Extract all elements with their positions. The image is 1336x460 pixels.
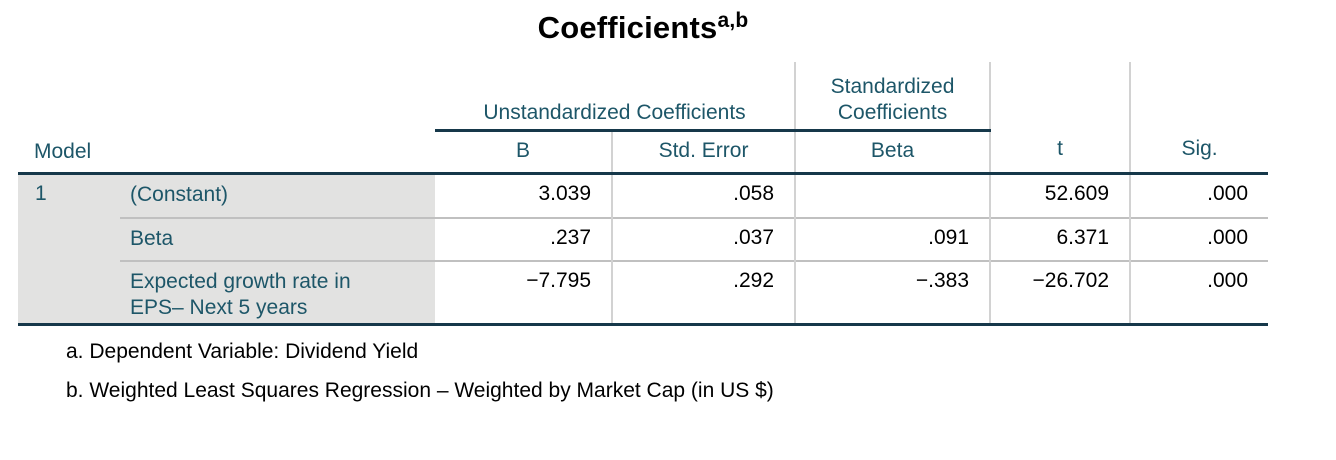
coefficients-table: Model Unstandardized Coefficients Standa… — [18, 62, 1269, 326]
footnote-b: b. Weighted Least Squares Regression – W… — [66, 378, 774, 402]
cell-std-error: .037 — [612, 217, 797, 261]
cell-sig: .000 — [1130, 260, 1269, 326]
cell-b: .237 — [435, 217, 614, 261]
cell-t: 52.609 — [990, 173, 1132, 218]
cell-sig: .000 — [1130, 217, 1269, 261]
table-row-expected-growth: Expected growth rate in EPS– Next 5 year… — [18, 260, 1269, 326]
cell-std-error: .292 — [612, 260, 797, 326]
table-title-footnote-marks: a,b — [717, 9, 749, 32]
predictor-label-text: Beta — [130, 227, 174, 250]
cell-predictor-label: Expected growth rate in EPS– Next 5 year… — [120, 260, 436, 326]
column-header-beta: Beta — [795, 130, 992, 175]
cell-beta: .091 — [795, 217, 992, 261]
table-row-beta: Beta .237 .037 .091 6.371 .000 — [18, 217, 1269, 261]
cell-beta — [795, 173, 992, 218]
cell-model-number: 1 — [18, 173, 120, 326]
column-header-sig: Sig. — [1130, 62, 1269, 175]
header-row-sub: B Std. Error Beta — [18, 130, 1268, 175]
column-header-std-error: Std. Error — [612, 130, 797, 175]
table-title: Coefficientsa,b — [18, 0, 1268, 62]
header-row-spanning: Model Unstandardized Coefficients Standa… — [18, 62, 1269, 175]
cell-beta: −.383 — [795, 260, 992, 326]
cell-predictor-label: Beta — [120, 217, 436, 261]
column-header-t: t — [990, 62, 1132, 175]
cell-predictor-label: (Constant) — [120, 173, 436, 218]
table-body: 1 (Constant) 3.039 .058 52.609 .000 Beta… — [18, 173, 1269, 326]
cell-t: −26.702 — [990, 260, 1132, 326]
table-title-text: Coefficients — [537, 10, 718, 45]
table-header: Model Unstandardized Coefficients Standa… — [18, 62, 1269, 175]
table-row-constant: 1 (Constant) 3.039 .058 52.609 .000 — [18, 173, 1268, 326]
cell-b: 3.039 — [435, 173, 614, 218]
table-footnotes: a. Dependent Variable: Dividend Yield b.… — [66, 339, 1268, 403]
cell-sig: .000 — [1207, 181, 1249, 205]
spss-output-region: Coefficientsa,b Model Unstandardized Coe… — [18, 0, 1269, 417]
cell-std-error: .058 — [612, 173, 797, 218]
column-group-header-standardized: Standardized Coefficients — [795, 62, 992, 132]
column-header-b: B — [435, 130, 614, 175]
column-group-header-unstandardized: Unstandardized Coefficients — [435, 62, 797, 132]
cell-b: −7.795 — [435, 260, 614, 326]
predictor-label-text: (Constant) — [130, 182, 229, 206]
column-header-model: Model — [18, 62, 436, 175]
predictor-label-text: Expected growth rate in EPS– Next 5 year… — [130, 270, 351, 319]
footnote-a: a. Dependent Variable: Dividend Yield — [66, 339, 419, 363]
cell-t: 6.371 — [990, 217, 1132, 261]
